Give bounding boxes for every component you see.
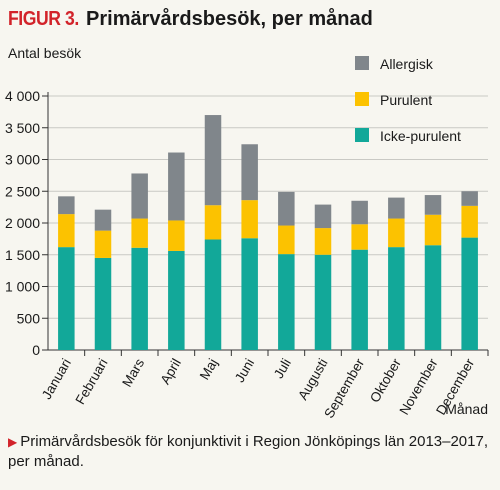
y-tick-label: 500 bbox=[17, 310, 41, 326]
legend-swatch bbox=[355, 92, 369, 106]
x-tick-label: Juli bbox=[271, 356, 294, 381]
figure-caption: ▶ Primärvårdsbesök för konjunktivit i Reg… bbox=[8, 432, 492, 472]
bar-segment-allergisk bbox=[314, 204, 332, 229]
bar-segment-icke-purulent bbox=[388, 247, 405, 350]
bar-segment-allergisk bbox=[204, 115, 222, 206]
y-tick-label: 4 000 bbox=[5, 88, 40, 104]
bar-segment-purulent bbox=[351, 224, 368, 250]
bar-segment-allergisk bbox=[168, 152, 185, 221]
x-tick-label: Maj bbox=[197, 356, 221, 382]
bar-segment-allergisk bbox=[351, 200, 368, 225]
bar-segment-allergisk bbox=[278, 191, 295, 226]
bar-segment-purulent bbox=[204, 205, 222, 240]
bar-segment-purulent bbox=[388, 218, 405, 248]
bar-segment-allergisk bbox=[131, 173, 148, 219]
bar-segment-allergisk bbox=[461, 191, 478, 206]
legend-label: Allergisk bbox=[380, 56, 434, 72]
legend-swatch bbox=[355, 56, 369, 70]
bar-segment-icke-purulent bbox=[241, 238, 258, 350]
legend-swatch bbox=[355, 128, 369, 142]
bar-segment-purulent bbox=[131, 218, 148, 248]
figure-label: FIGUR 3. bbox=[8, 8, 79, 30]
bar-segment-purulent bbox=[94, 230, 112, 258]
chart-area: Antal besök 0 500 1 000 1 500 2 000 2 500 3 000… bbox=[0, 36, 500, 430]
x-tick-label: Juni bbox=[232, 356, 257, 385]
bar-segment-icke-purulent bbox=[204, 239, 222, 350]
bar-segment-allergisk bbox=[58, 196, 75, 215]
y-tick-label: 0 bbox=[32, 342, 40, 358]
figure-header: FIGUR 3. Primärvårdsbesök, per månad bbox=[8, 6, 492, 32]
legend-label: Icke-purulent bbox=[380, 128, 461, 144]
bar-segment-allergisk bbox=[388, 197, 405, 219]
bar-segment-icke-purulent bbox=[314, 254, 332, 350]
x-tick-label: Februari bbox=[72, 356, 110, 407]
bar-segment-icke-purulent bbox=[131, 247, 148, 350]
y-axis-title: Antal besök bbox=[8, 45, 82, 61]
bar-segment-allergisk bbox=[241, 144, 258, 201]
bar-segment-icke-purulent bbox=[278, 254, 295, 350]
y-tick-label: 1 500 bbox=[5, 247, 40, 263]
bar-segment-icke-purulent bbox=[168, 250, 185, 350]
bar-segment-icke-purulent bbox=[94, 257, 112, 350]
legend-label: Purulent bbox=[380, 92, 432, 108]
bar-segment-purulent bbox=[241, 200, 258, 239]
x-tick-label: Augusti bbox=[295, 356, 331, 402]
bar-segment-purulent bbox=[461, 205, 478, 238]
figure-title: Primärvårdsbesök, per månad bbox=[86, 8, 373, 30]
y-tick-label: 2 500 bbox=[5, 183, 40, 199]
bar-segment-icke-purulent bbox=[461, 237, 478, 350]
x-axis-title: Månad bbox=[445, 401, 488, 417]
bar-segment-icke-purulent bbox=[58, 247, 75, 350]
x-tick-label: Oktober bbox=[367, 356, 404, 406]
bar-segment-purulent bbox=[314, 228, 332, 255]
bar-segment-purulent bbox=[424, 214, 442, 246]
caption-marker-icon: ▶ bbox=[8, 435, 18, 449]
y-tick-label: 2 000 bbox=[5, 215, 40, 231]
y-tick-label: 3 000 bbox=[5, 152, 40, 168]
bar-segment-allergisk bbox=[424, 195, 442, 215]
caption-text: Primärvårdsbesök för konjunktivit i Regi… bbox=[8, 433, 489, 470]
bar-segment-purulent bbox=[168, 220, 185, 251]
bar-segment-icke-purulent bbox=[351, 249, 368, 350]
stacked-bar-chart: Antal besök 0 500 1 000 1 500 2 000 2 500 3 000… bbox=[5, 45, 489, 421]
bar-segment-purulent bbox=[278, 225, 295, 255]
bar-segment-purulent bbox=[58, 214, 75, 248]
y-tick-label: 1 000 bbox=[5, 279, 40, 295]
x-tick-label: Januari bbox=[39, 356, 74, 402]
bar-segment-allergisk bbox=[94, 209, 112, 231]
bar-segment-icke-purulent bbox=[424, 245, 442, 350]
x-tick-label: Mars bbox=[119, 356, 147, 390]
y-tick-label: 3 500 bbox=[5, 120, 40, 136]
x-tick-label: April bbox=[157, 356, 183, 387]
